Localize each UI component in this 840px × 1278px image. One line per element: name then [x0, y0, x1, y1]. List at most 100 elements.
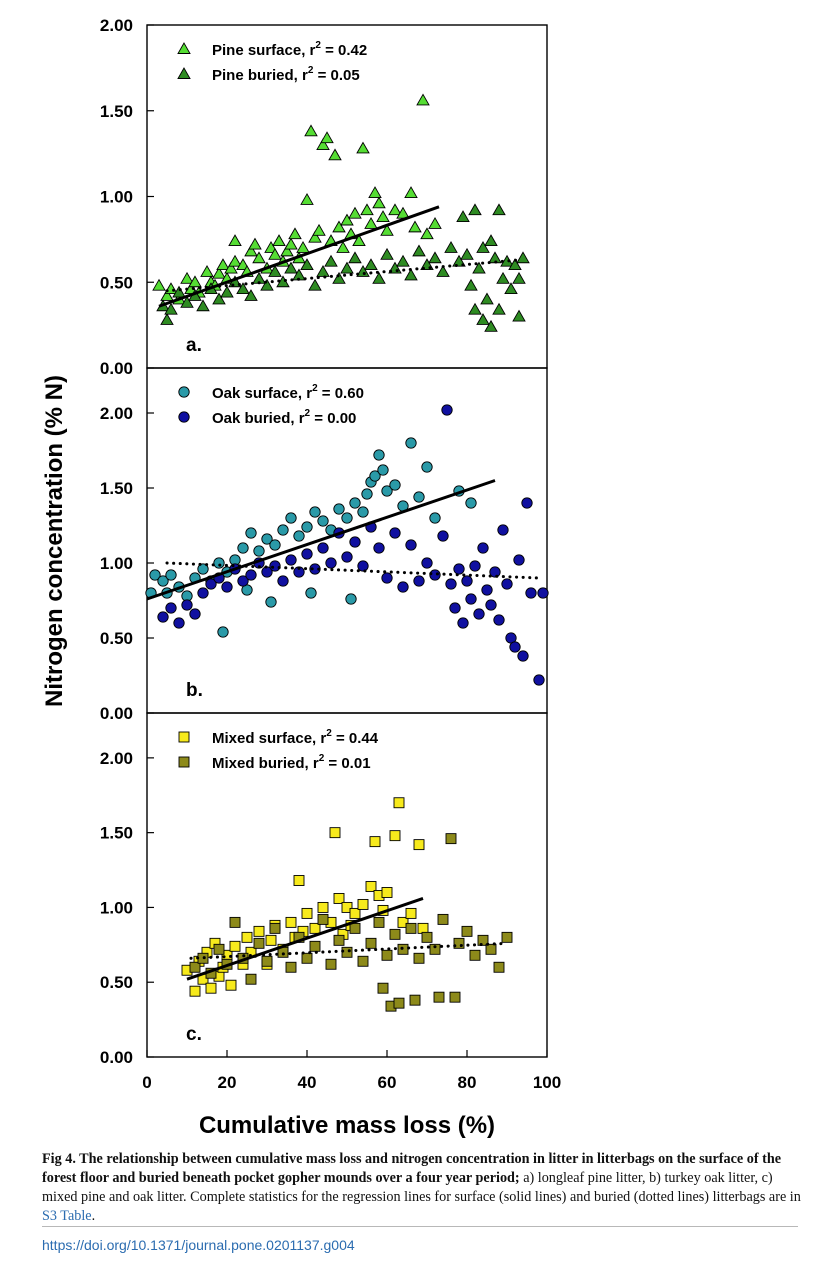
- data-point: [196, 299, 210, 312]
- data-point: [508, 258, 522, 271]
- series-1-2: [156, 203, 530, 332]
- data-point: [312, 223, 326, 236]
- data-point: [261, 533, 273, 545]
- series-3-1: [181, 797, 429, 997]
- caption-body: a) longleaf pine litter, b) turkey oak l…: [42, 1170, 801, 1205]
- data-point: [369, 470, 381, 482]
- data-point: [377, 982, 389, 994]
- data-point: [152, 278, 166, 291]
- data-point: [368, 186, 382, 199]
- data-point: [252, 251, 266, 264]
- legend-marker: [177, 42, 191, 54]
- data-point: [261, 955, 273, 967]
- data-point: [348, 206, 362, 219]
- data-point: [329, 827, 341, 839]
- data-point: [428, 217, 442, 229]
- data-point: [237, 542, 249, 554]
- trend-line-dotted: [189, 941, 509, 960]
- data-point: [521, 497, 533, 509]
- data-point: [476, 241, 490, 253]
- data-point: [309, 940, 321, 952]
- data-point: [200, 265, 214, 277]
- data-point: [484, 319, 498, 332]
- data-point: [413, 491, 425, 503]
- data-point: [320, 131, 334, 144]
- data-point: [501, 578, 513, 590]
- data-point: [241, 931, 253, 943]
- data-point: [348, 251, 362, 264]
- data-point: [516, 251, 530, 264]
- legend-entry: Mixed buried, r2 = 0.01: [212, 753, 371, 772]
- data-point: [325, 958, 337, 970]
- trend-line-solid: [158, 205, 440, 308]
- data-point: [533, 674, 545, 686]
- data-point: [237, 575, 249, 587]
- data-point: [449, 991, 461, 1003]
- data-point: [381, 887, 393, 898]
- data-point: [404, 186, 418, 199]
- legend-superscript: 2: [315, 40, 321, 51]
- data-point: [449, 602, 461, 614]
- data-point: [413, 952, 425, 964]
- series-2-1: [145, 437, 477, 638]
- data-point: [452, 254, 466, 267]
- data-point: [404, 268, 418, 281]
- data-point: [301, 952, 313, 964]
- y-tick-label: 1.00: [100, 188, 133, 207]
- y-axis-title: Nitrogen concentration (% N): [41, 375, 68, 707]
- data-point: [356, 141, 370, 154]
- y-tick-label: 2.00: [100, 16, 133, 35]
- data-point: [512, 309, 526, 322]
- data-point: [492, 203, 506, 216]
- caption-lead: Fig 4. The relationship between cumulati…: [42, 1151, 782, 1186]
- plot-frame: [146, 712, 548, 1058]
- data-point: [336, 241, 350, 253]
- legend-marker: [178, 731, 190, 743]
- data-point: [537, 587, 549, 599]
- s3-table-link[interactable]: S3 Table: [42, 1208, 92, 1224]
- data-point: [441, 404, 453, 416]
- data-point: [437, 913, 449, 925]
- y-tick-label: 1.50: [100, 824, 133, 843]
- data-point: [473, 608, 485, 620]
- data-point: [428, 251, 442, 264]
- x-tick-label: 100: [533, 1073, 561, 1092]
- trend-line-solid: [186, 897, 424, 981]
- data-point: [212, 292, 226, 305]
- data-point: [160, 313, 174, 325]
- data-point: [357, 506, 369, 518]
- y-tick-label: 1.00: [100, 898, 133, 917]
- data-point: [288, 227, 302, 240]
- data-point: [349, 536, 361, 548]
- data-point: [189, 961, 201, 973]
- data-point: [293, 566, 305, 578]
- y-tick-label: 0.50: [100, 273, 133, 292]
- trend-line-dotted: [165, 258, 521, 293]
- data-point: [477, 542, 489, 554]
- data-point: [480, 292, 494, 305]
- data-point: [364, 217, 378, 229]
- data-point: [205, 578, 217, 590]
- data-point: [340, 261, 354, 274]
- data-point: [181, 599, 193, 611]
- y-tick-label: 0.00: [100, 359, 133, 378]
- data-point: [453, 937, 465, 949]
- x-tick-label: 0: [142, 1073, 151, 1092]
- y-tick-label: 1.50: [100, 479, 133, 498]
- data-point: [309, 922, 321, 934]
- data-point: [380, 223, 394, 236]
- data-point: [244, 244, 258, 257]
- data-point: [309, 506, 321, 518]
- trend-line-dotted: [165, 561, 541, 580]
- data-point: [317, 542, 329, 554]
- doi-link[interactable]: https://doi.org/10.1371/journal.pone.020…: [42, 1237, 355, 1253]
- data-point: [457, 617, 469, 629]
- data-point: [380, 247, 394, 260]
- data-point: [436, 265, 450, 277]
- data-point: [429, 569, 441, 581]
- data-point: [213, 943, 225, 955]
- data-point: [332, 271, 346, 284]
- data-point: [405, 539, 417, 551]
